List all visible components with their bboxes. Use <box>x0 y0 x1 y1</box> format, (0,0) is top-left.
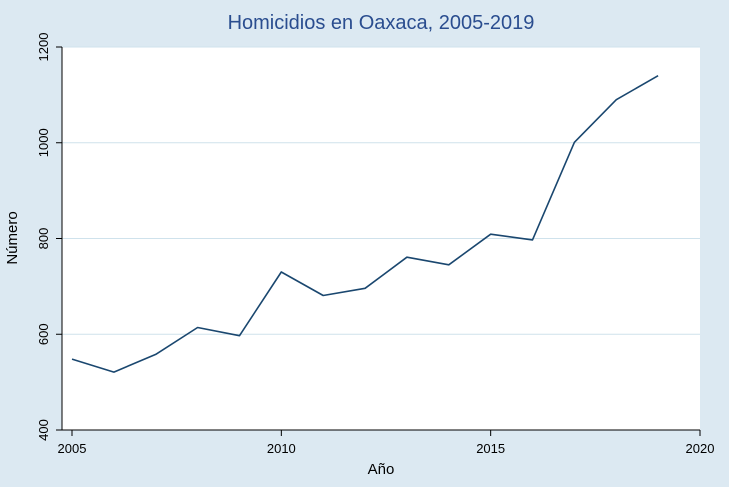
x-tick-label: 2015 <box>476 441 505 456</box>
y-tick-label: 800 <box>36 228 51 250</box>
y-tick-label: 400 <box>36 419 51 441</box>
y-tick-label: 1000 <box>36 128 51 157</box>
x-tick-label: 2010 <box>267 441 296 456</box>
y-tick-label: 1200 <box>36 33 51 62</box>
chart-title: Homicidios en Oaxaca, 2005-2019 <box>228 12 535 34</box>
tick-labels: 400 600 800 1000 1200 2005 2010 2015 2020 <box>36 33 714 456</box>
data-series <box>71 75 659 373</box>
x-tick-label: 2020 <box>686 441 715 456</box>
x-axis-label: Año <box>368 461 395 478</box>
homicides-line-series <box>71 75 659 373</box>
y-axis-label: Número <box>4 211 21 264</box>
tick-marks <box>56 46 701 436</box>
x-tick-label: 2005 <box>58 441 87 456</box>
y-tick-label: 600 <box>36 323 51 345</box>
